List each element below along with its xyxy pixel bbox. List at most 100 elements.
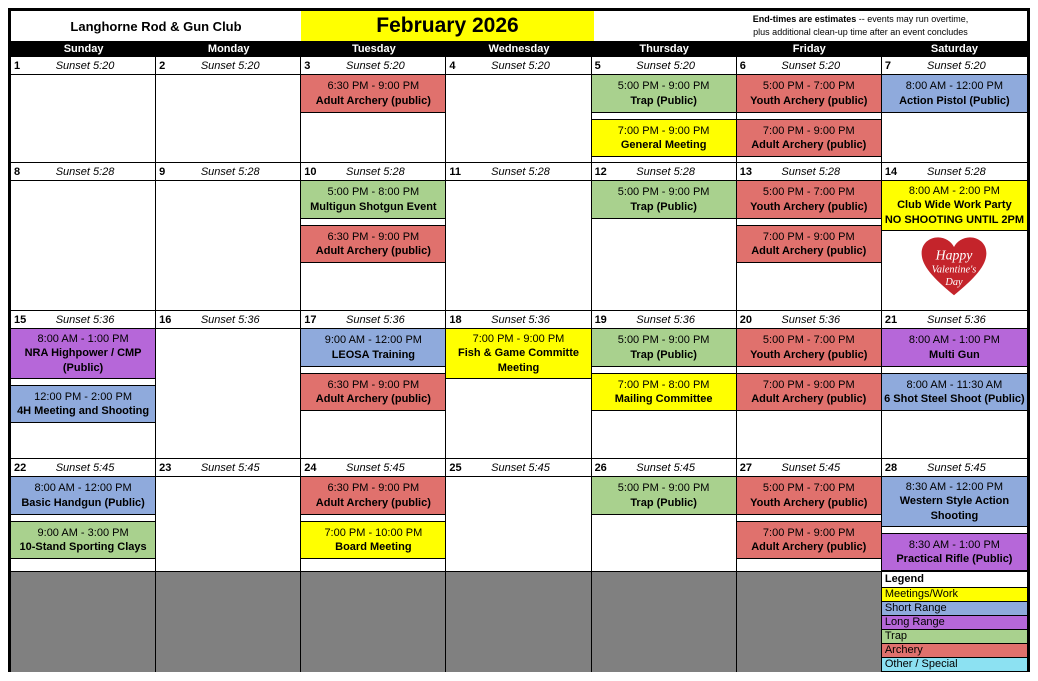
event-time: 5:00 PM - 8:00 PM — [327, 186, 420, 199]
day-number: 3 — [304, 59, 311, 72]
event-title: Action Pistol (Public) — [899, 94, 1010, 107]
day-cell-25: 25 Sunset 5:45 — [446, 459, 592, 572]
day-header: 25 Sunset 5:45 — [446, 459, 591, 477]
event-title: Youth Archery (public) — [750, 94, 868, 107]
day-cell-4: 4 Sunset 5:20 — [446, 57, 592, 163]
week-row-3: 15 Sunset 5:36 8:00 AM - 1:00 PM NRA Highpo… — [11, 311, 1027, 459]
weekday-wednesday: Wednesday — [488, 43, 550, 55]
event-title: Adult Archery (public) — [751, 139, 867, 151]
sunset-time: Sunset 5:45 — [636, 461, 695, 474]
weekday-monday: Monday — [207, 43, 250, 55]
sunset-time: Sunset 5:20 — [491, 59, 550, 72]
event-youth-archery-public: 5:00 PM - 7:00 PM Youth Archery (public) — [736, 329, 881, 367]
day-cell-14: 14 Sunset 5:28 8:00 AM - 2:00 PM Club Wide … — [881, 163, 1027, 311]
event-time: 8:00 AM - 11:30 AM — [906, 378, 1003, 391]
day-number: 14 — [884, 165, 898, 178]
day-cell-3: 3 Sunset 5:20 6:30 PM - 9:00 PM Adult Arche… — [301, 57, 447, 163]
legend-cell: Legend Meetings/Work Short Range Long Range… — [881, 571, 1027, 672]
sunset-time: Sunset 5:36 — [927, 313, 986, 326]
day-cell-20: 20 Sunset 5:36 5:00 PM - 7:00 PM Youth Arch… — [736, 311, 882, 459]
event-title: Adult Archery (public) — [751, 393, 867, 405]
note: End-times are estimates -- events may ru… — [594, 11, 1027, 41]
day-number: 1 — [14, 59, 21, 72]
event-time: 6:30 PM - 9:00 PM — [327, 230, 420, 243]
day-cell-24: 24 Sunset 5:45 6:30 PM - 9:00 PM Adult Arch… — [301, 459, 447, 572]
sunset-time: Sunset 5:36 — [200, 313, 260, 326]
day-header: 7 Sunset 5:20 — [881, 57, 1027, 75]
event-title: Multigun Shotgun Event — [310, 200, 437, 213]
event-nra-highpower-cmp-public: 8:00 AM - 1:00 PM NRA Highpower / CMP (Pu… — [11, 329, 156, 379]
event-adult-archery-public: 6:30 PM - 9:00 PM Adult Archery (public) — [301, 477, 446, 515]
day-cell-28: 28 Sunset 5:45 8:30 AM - 12:00 PM Western S… — [881, 459, 1027, 572]
event-10-stand-sporting-clays: 9:00 AM - 3:00 PM 10-Stand Sporting Clays — [11, 521, 156, 559]
unused-cell — [301, 571, 447, 672]
event-title: Adult Archery (public) — [315, 496, 431, 509]
event-mailing-committee: 7:00 PM - 8:00 PM Mailing Committee — [591, 373, 736, 411]
event-title: Practical Rifle (Public) — [896, 552, 1013, 565]
event-time: 8:00 AM - 1:00 PM — [37, 333, 129, 345]
day-header: 3 Sunset 5:20 — [301, 57, 446, 75]
day-cell-5: 5 Sunset 5:20 5:00 PM - 9:00 PM Trap (Publi… — [591, 57, 737, 163]
event-time: 8:30 AM - 12:00 PM — [905, 481, 1004, 493]
event-title: Fish & Game Committe Meeting — [457, 347, 579, 374]
event-board-meeting: 7:00 PM - 10:00 PM Board Meeting — [301, 521, 446, 559]
event-leosa-training: 9:00 AM - 12:00 PM LEOSA Training — [301, 329, 446, 367]
unused-cell — [736, 571, 882, 672]
event-adult-archery-public: 7:00 PM - 9:00 PM Adult Archery (public) — [736, 119, 881, 157]
event-time: 7:00 PM - 8:00 PM — [617, 378, 710, 391]
legend-item-short-range: Short Range — [881, 601, 1027, 616]
event-title: Adult Archery (public) — [751, 245, 867, 257]
day-number: 20 — [739, 313, 752, 326]
legend-item-meetings-work: Meetings/Work — [881, 587, 1027, 602]
event-time: 6:30 PM - 9:00 PM — [327, 80, 420, 93]
sunset-time: Sunset 5:28 — [345, 165, 405, 178]
valentine-heart-icon: Happy Valentine's Day — [922, 237, 987, 296]
day-cell-21: 21 Sunset 5:36 8:00 AM - 1:00 PM Multi Gun 8… — [881, 311, 1027, 459]
day-header: 15 Sunset 5:36 — [11, 311, 156, 329]
day-cell-12: 12 Sunset 5:28 5:00 PM - 9:00 PM Trap (Publ… — [591, 163, 737, 311]
event-title: Club Wide Work Party — [897, 199, 1012, 212]
event-title: Basic Handgun (Public) — [21, 496, 145, 509]
day-cell-8: 8 Sunset 5:28 — [11, 163, 157, 311]
day-number: 24 — [304, 461, 317, 474]
legend-title: Legend — [881, 571, 1027, 588]
sunset-time: Sunset 5:28 — [55, 165, 115, 178]
sunset-time: Sunset 5:36 — [345, 313, 405, 326]
week-row-1: 1 Sunset 5:20 2 Sunset 5:20 3 Sunset 5:20 6:30… — [11, 57, 1027, 163]
event-action-pistol-public: 8:00 AM - 12:00 PM Action Pistol (Public) — [881, 75, 1027, 113]
day-header: 21 Sunset 5:36 — [881, 311, 1027, 329]
event-time: 7:00 PM - 9:00 PM — [617, 124, 710, 137]
day-header: 8 Sunset 5:28 — [11, 163, 156, 181]
sunset-time: Sunset 5:20 — [55, 59, 115, 72]
sunset-time: Sunset 5:20 — [345, 59, 405, 72]
sunset-time: Sunset 5:20 — [781, 59, 841, 72]
event-time: 7:00 PM - 9:00 PM — [762, 526, 855, 539]
unused-cell — [446, 571, 592, 672]
day-header: 2 Sunset 5:20 — [156, 57, 301, 75]
event-practical-rifle-public: 8:30 AM - 1:00 PM Practical Rifle (Public… — [881, 532, 1027, 571]
weekday-friday: Friday — [792, 43, 826, 55]
event-title: Adult Archery (public) — [315, 393, 431, 405]
event-trap-public: 5:00 PM - 9:00 PM Trap (Public) — [591, 181, 736, 219]
event-multigun-shotgun-event: 5:00 PM - 8:00 PM Multigun Shotgun Event — [301, 181, 446, 219]
event-youth-archery-public: 5:00 PM - 7:00 PM Youth Archery (public) — [736, 477, 881, 515]
event-title: Adult Archery (public) — [315, 94, 431, 107]
sunset-time: Sunset 5:36 — [636, 313, 695, 326]
sunset-time: Sunset 5:28 — [491, 165, 550, 178]
event-title: Adult Archery (public) — [315, 245, 431, 257]
day-number: 12 — [594, 165, 607, 178]
day-number: 26 — [594, 461, 607, 474]
day-number: 4 — [449, 59, 456, 72]
day-header: 12 Sunset 5:28 — [591, 163, 736, 181]
unused-cell — [591, 571, 737, 672]
day-number: 22 — [14, 461, 27, 474]
day-number: 21 — [884, 313, 898, 326]
day-cell-13: 13 Sunset 5:28 5:00 PM - 7:00 PM Youth Arch… — [736, 163, 882, 311]
sunset-time: Sunset 5:20 — [636, 59, 695, 72]
event-time: 5:00 PM - 7:00 PM — [762, 334, 855, 347]
day-cell-17: 17 Sunset 5:36 9:00 AM - 12:00 PM LEOSA Tra… — [301, 311, 447, 459]
valentine-text: Happy Valentine's Day — [932, 247, 977, 287]
sunset-time: Sunset 5:36 — [491, 313, 550, 326]
week-row-2: 8 Sunset 5:28 9 Sunset 5:28 10 Sunset 5:28 5:0… — [11, 163, 1027, 311]
sunset-time: Sunset 5:28 — [636, 165, 695, 178]
